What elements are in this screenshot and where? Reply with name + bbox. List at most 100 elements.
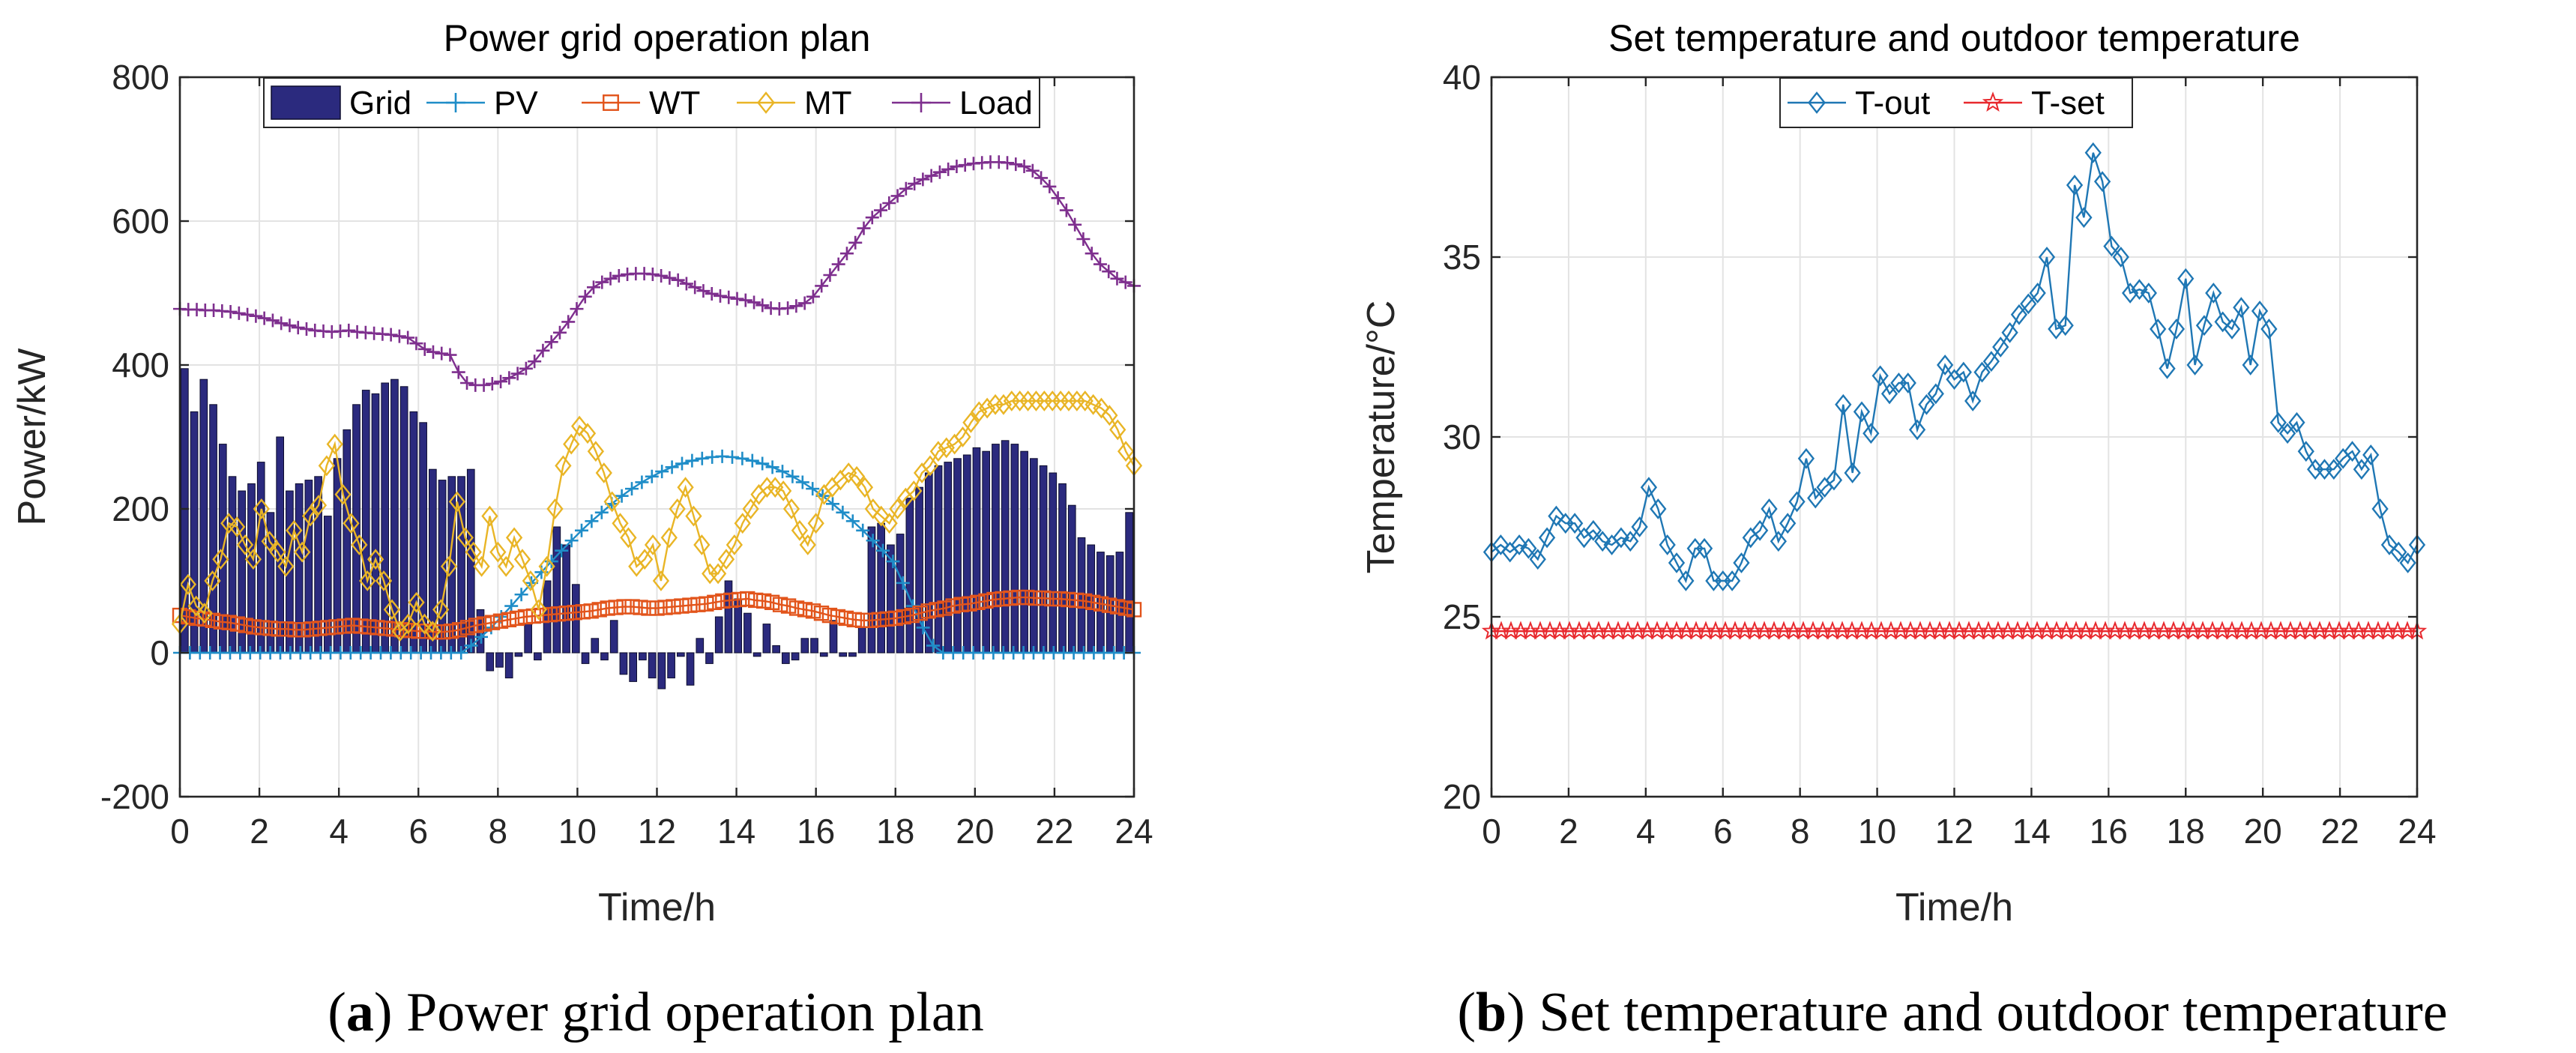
marker-wt [690, 597, 706, 612]
marker-pv [685, 453, 699, 468]
bar-grid [399, 386, 408, 654]
marker-wt [591, 602, 607, 618]
marker-wt [854, 612, 871, 628]
y-tick-label: 400 [112, 346, 169, 384]
marker-wt [1061, 591, 1076, 608]
marker-load [570, 302, 584, 316]
marker-wt [484, 615, 501, 630]
marker-t-out [2242, 354, 2259, 375]
bar-grid [791, 652, 800, 661]
marker-load [1102, 265, 1116, 279]
marker-wt [1109, 599, 1126, 615]
marker-wt [221, 615, 238, 630]
marker-mt [489, 541, 507, 563]
marker-t-out [1761, 498, 1778, 519]
marker-load [705, 286, 719, 301]
marker-t-out [1955, 361, 1972, 383]
marker-pv [785, 469, 800, 483]
bar-grid [819, 652, 828, 657]
bar-grid [562, 544, 570, 654]
marker-mt [334, 483, 352, 505]
marker-load [435, 346, 449, 360]
marker-t-out [1835, 393, 1852, 415]
bar-grid [1058, 483, 1067, 654]
x-tick-label: 0 [170, 812, 190, 851]
marker-wt [747, 592, 764, 609]
marker-wt [986, 591, 1002, 608]
marker-pv [765, 460, 779, 474]
marker-mt [538, 555, 555, 577]
legend-marker [911, 93, 931, 112]
marker-wt [188, 610, 205, 627]
bar-grid [1067, 504, 1076, 654]
bar-grid [1020, 450, 1028, 654]
marker-load [823, 268, 837, 282]
bar-grid [371, 393, 380, 654]
marker-load [392, 329, 406, 343]
marker-mt [555, 455, 572, 477]
bar-grid [524, 624, 532, 654]
marker-t-out [1825, 469, 1843, 491]
marker-load [561, 315, 576, 329]
x-tick-label: 16 [797, 812, 835, 851]
marker-t-out [1973, 361, 1991, 383]
marker-wt [755, 593, 772, 609]
marker-load [815, 279, 829, 293]
marker-mt [782, 498, 800, 519]
marker-pv [845, 514, 860, 528]
marker-wt [402, 623, 418, 639]
marker-load [502, 371, 516, 385]
marker-t-out [1529, 549, 1546, 570]
marker-t-out [2140, 283, 2157, 304]
bar-grid [667, 652, 675, 679]
marker-mt [318, 455, 335, 477]
marker-mt [807, 513, 824, 534]
marker-wt [279, 621, 295, 637]
marker-pv [585, 514, 599, 528]
marker-load [645, 268, 660, 282]
x-tick-label: 20 [2244, 812, 2282, 851]
caption-close-paren: ) [1506, 982, 1539, 1043]
x-tick-label: 16 [2090, 812, 2128, 851]
marker-t-out [1631, 516, 1648, 537]
marker-load [789, 299, 803, 313]
marker-t-out [2168, 319, 2186, 340]
bar-grid [486, 652, 495, 672]
marker-wt [353, 618, 369, 634]
bar-grid [877, 522, 885, 654]
marker-mt [571, 415, 588, 437]
marker-load [696, 284, 711, 298]
marker-mt [1044, 390, 1061, 411]
marker-load [510, 366, 525, 381]
marker-t-out [2048, 319, 2065, 340]
marker-wt [978, 593, 994, 609]
marker-mt [742, 498, 759, 519]
legend-item-pv: PV [426, 85, 538, 121]
marker-mt [196, 603, 213, 624]
marker-pv [896, 576, 910, 590]
marker-mt [416, 613, 433, 635]
caption-open-paren: ( [1457, 982, 1476, 1043]
marker-mt [758, 477, 776, 498]
marker-mt [979, 397, 996, 419]
marker-t-out [2093, 171, 2111, 193]
caption-close-paren: ) [374, 982, 406, 1043]
bar-grid [810, 638, 818, 654]
marker-wt [295, 622, 311, 638]
marker-t-out [2112, 247, 2129, 268]
marker-t-out [1807, 487, 1824, 509]
bar-grid [686, 652, 695, 686]
bar-grid [800, 638, 809, 654]
marker-mt [971, 401, 988, 423]
marker-wt [1028, 590, 1043, 606]
marker-pv [514, 588, 528, 602]
marker-t-out [2371, 498, 2389, 519]
marker-mt [310, 495, 328, 516]
marker-wt [246, 619, 262, 635]
bar-grid [543, 580, 552, 654]
x-tick-label: 24 [2398, 812, 2436, 851]
marker-wt [1019, 589, 1035, 606]
marker-mt [1019, 390, 1037, 411]
